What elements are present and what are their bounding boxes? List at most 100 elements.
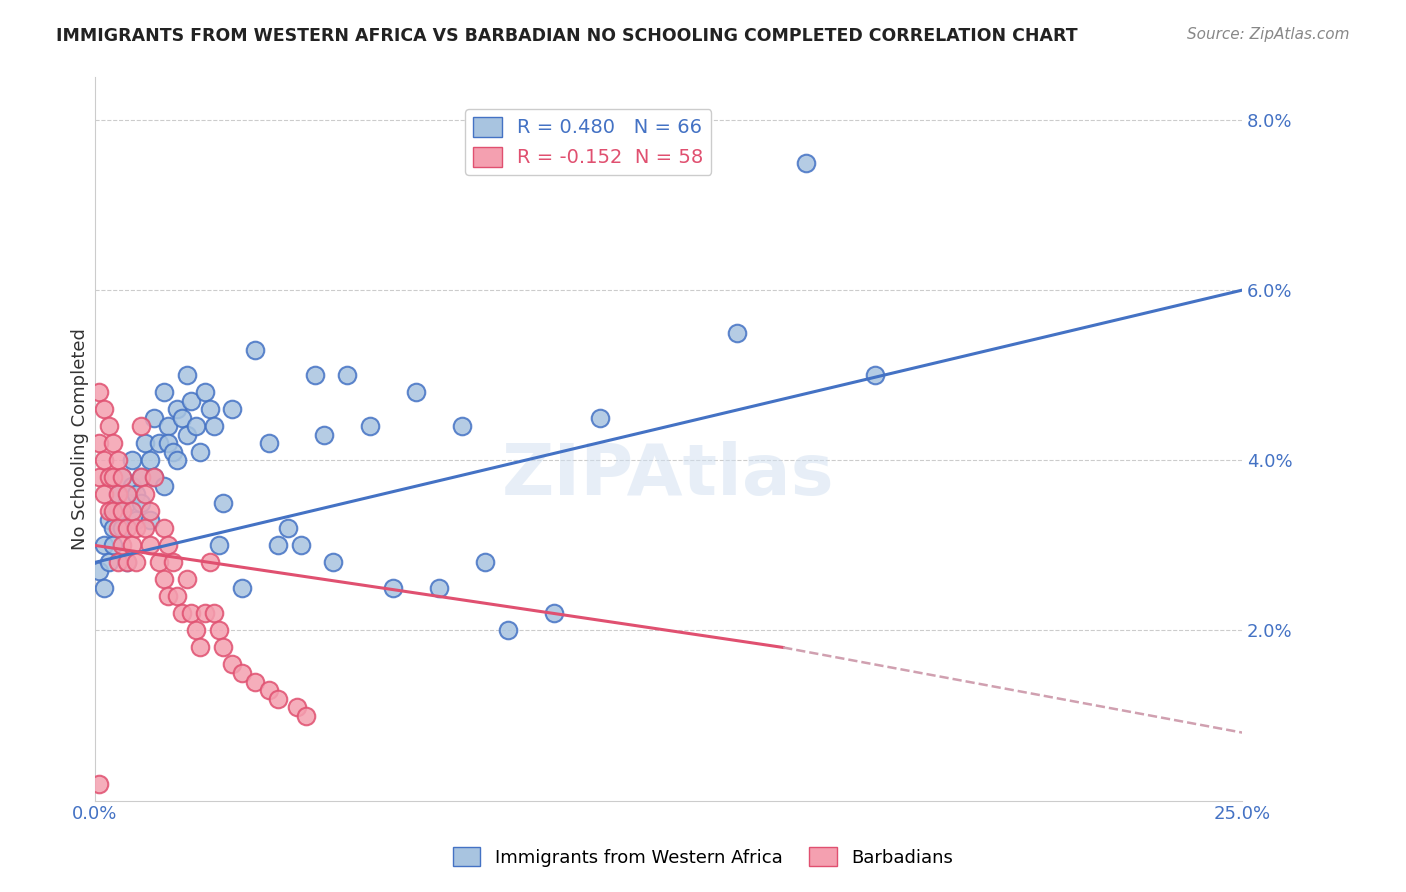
Point: [176, 368, 198, 383]
Point: [176, 427, 198, 442]
Point: [97, 470, 120, 484]
Point: [267, 538, 290, 552]
Point: [295, 708, 318, 723]
Point: [134, 487, 156, 501]
Point: [188, 640, 211, 655]
Point: [139, 513, 162, 527]
Point: [129, 470, 152, 484]
Point: [143, 470, 166, 484]
Point: [202, 419, 225, 434]
Point: [111, 538, 134, 552]
Point: [157, 590, 180, 604]
Point: [129, 470, 152, 484]
Y-axis label: No Schooling Completed: No Schooling Completed: [72, 328, 89, 550]
Point: [107, 453, 129, 467]
Point: [101, 504, 124, 518]
Point: [285, 700, 308, 714]
Point: [93, 581, 115, 595]
Point: [152, 521, 174, 535]
Point: [188, 444, 211, 458]
Point: [208, 624, 231, 638]
Point: [267, 691, 290, 706]
Point: [322, 555, 344, 569]
Point: [277, 521, 299, 535]
Point: [231, 581, 253, 595]
Point: [129, 496, 152, 510]
Point: [101, 436, 124, 450]
Point: [93, 538, 115, 552]
Point: [115, 555, 138, 569]
Point: [304, 368, 326, 383]
Point: [107, 521, 129, 535]
Point: [543, 607, 565, 621]
Point: [89, 470, 111, 484]
Text: Source: ZipAtlas.com: Source: ZipAtlas.com: [1187, 27, 1350, 42]
Point: [405, 385, 427, 400]
Legend: R = 0.480   N = 66, R = -0.152  N = 58: R = 0.480 N = 66, R = -0.152 N = 58: [465, 109, 711, 175]
Point: [157, 436, 180, 450]
Point: [97, 419, 120, 434]
Point: [101, 538, 124, 552]
Point: [290, 538, 312, 552]
Point: [202, 607, 225, 621]
Point: [121, 453, 143, 467]
Point: [143, 470, 166, 484]
Point: [588, 410, 610, 425]
Point: [180, 607, 202, 621]
Point: [107, 504, 129, 518]
Point: [89, 776, 111, 790]
Point: [148, 555, 170, 569]
Point: [212, 640, 235, 655]
Point: [245, 343, 267, 357]
Point: [152, 479, 174, 493]
Point: [176, 573, 198, 587]
Point: [314, 427, 336, 442]
Point: [157, 419, 180, 434]
Point: [166, 590, 188, 604]
Point: [115, 555, 138, 569]
Point: [101, 521, 124, 535]
Point: [115, 487, 138, 501]
Point: [125, 487, 148, 501]
Point: [451, 419, 474, 434]
Point: [184, 419, 207, 434]
Point: [97, 555, 120, 569]
Point: [134, 521, 156, 535]
Point: [143, 410, 166, 425]
Point: [257, 436, 280, 450]
Point: [221, 402, 243, 417]
Point: [170, 607, 193, 621]
Point: [89, 385, 111, 400]
Point: [111, 470, 134, 484]
Point: [101, 470, 124, 484]
Point: [194, 607, 217, 621]
Point: [170, 410, 193, 425]
Point: [166, 453, 188, 467]
Point: [121, 504, 143, 518]
Text: IMMIGRANTS FROM WESTERN AFRICA VS BARBADIAN NO SCHOOLING COMPLETED CORRELATION C: IMMIGRANTS FROM WESTERN AFRICA VS BARBAD…: [56, 27, 1078, 45]
Point: [184, 624, 207, 638]
Point: [115, 521, 138, 535]
Point: [125, 513, 148, 527]
Point: [129, 419, 152, 434]
Point: [198, 402, 221, 417]
Point: [180, 393, 202, 408]
Point: [125, 555, 148, 569]
Point: [162, 444, 184, 458]
Point: [93, 453, 115, 467]
Point: [157, 538, 180, 552]
Point: [863, 368, 886, 383]
Point: [496, 624, 519, 638]
Point: [221, 657, 243, 672]
Point: [427, 581, 450, 595]
Text: ZIPAtlas: ZIPAtlas: [502, 441, 835, 509]
Point: [245, 674, 267, 689]
Point: [111, 470, 134, 484]
Point: [212, 496, 235, 510]
Point: [725, 326, 748, 340]
Point: [107, 487, 129, 501]
Point: [139, 453, 162, 467]
Point: [107, 487, 129, 501]
Point: [115, 496, 138, 510]
Point: [231, 665, 253, 680]
